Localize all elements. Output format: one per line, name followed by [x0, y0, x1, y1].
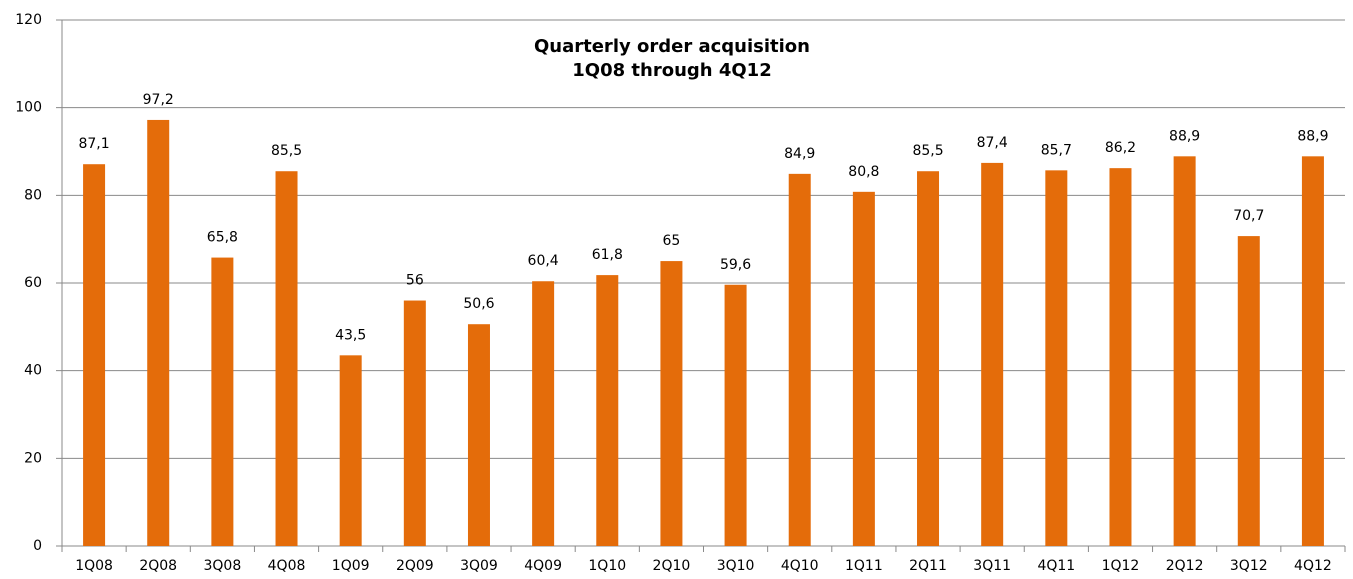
value-label: 60,4: [528, 253, 559, 269]
value-label: 59,6: [720, 257, 751, 273]
bar: [852, 191, 875, 546]
bar: [339, 355, 362, 546]
bar: [275, 171, 298, 546]
bar: [467, 324, 490, 546]
x-tick-label: 2Q12: [1166, 558, 1204, 574]
chart-subtitle: 1Q08 through 4Q12: [572, 60, 771, 81]
y-tick-label: 60: [24, 275, 42, 291]
x-tick-label: 4Q11: [1037, 558, 1075, 574]
bar: [724, 284, 747, 546]
x-tick-label: 2Q09: [396, 558, 434, 574]
value-label: 85,7: [1041, 142, 1072, 158]
y-tick-label: 20: [24, 450, 42, 466]
bar: [660, 261, 683, 546]
value-label: 61,8: [592, 247, 623, 263]
x-tick-label: 3Q08: [204, 558, 242, 574]
x-tick-label: 3Q11: [973, 558, 1011, 574]
value-label: 86,2: [1105, 140, 1136, 156]
y-tick-label: 120: [15, 12, 42, 28]
x-tick-label: 2Q10: [653, 558, 691, 574]
x-tick-label: 4Q09: [524, 558, 562, 574]
value-label: 87,1: [78, 136, 109, 152]
value-label: 87,4: [977, 135, 1008, 151]
value-label: 65: [663, 233, 681, 249]
value-label: 88,9: [1169, 128, 1200, 144]
x-tick-label: 2Q08: [139, 558, 177, 574]
x-tick-label: 3Q10: [717, 558, 755, 574]
x-tick-label: 3Q09: [460, 558, 498, 574]
bar: [1301, 156, 1324, 547]
value-label: 43,5: [335, 327, 366, 343]
value-label: 88,9: [1297, 128, 1328, 144]
bar: [1237, 236, 1260, 546]
x-tick-label: 4Q10: [781, 558, 819, 574]
bar: [1173, 156, 1196, 547]
bar: [83, 164, 106, 546]
bar: [788, 173, 811, 547]
value-label: 70,7: [1233, 208, 1264, 224]
x-tick-label: 1Q12: [1102, 558, 1140, 574]
bar: [532, 281, 555, 546]
value-label: 65,8: [207, 230, 238, 246]
x-tick-label: 4Q12: [1294, 558, 1332, 574]
x-tick-label: 1Q08: [75, 558, 113, 574]
value-label: 84,9: [784, 146, 815, 162]
x-tick-label: 4Q08: [268, 558, 306, 574]
value-label: 50,6: [463, 296, 494, 312]
value-label: 85,5: [912, 143, 943, 159]
y-tick-label: 100: [15, 100, 42, 116]
bar: [1109, 168, 1132, 546]
x-tick-label: 1Q11: [845, 558, 883, 574]
value-label: 56: [406, 273, 424, 289]
bar: [1045, 170, 1068, 546]
bar: [981, 162, 1004, 546]
y-tick-label: 80: [24, 187, 42, 203]
x-tick-label: 3Q12: [1230, 558, 1268, 574]
y-tick-label: 0: [33, 538, 42, 554]
x-tick-label: 1Q10: [588, 558, 626, 574]
x-tick-label: 1Q09: [332, 558, 370, 574]
bar: [596, 275, 619, 546]
x-tick-label: 2Q11: [909, 558, 947, 574]
bar: [917, 171, 940, 546]
chart-title: Quarterly order acquisition: [534, 36, 810, 57]
bar: [147, 119, 170, 546]
y-tick-label: 40: [24, 363, 42, 379]
bar: [211, 257, 234, 546]
bar: [403, 300, 426, 546]
value-label: 85,5: [271, 143, 302, 159]
value-label: 80,8: [848, 164, 879, 180]
value-label: 97,2: [143, 92, 174, 108]
